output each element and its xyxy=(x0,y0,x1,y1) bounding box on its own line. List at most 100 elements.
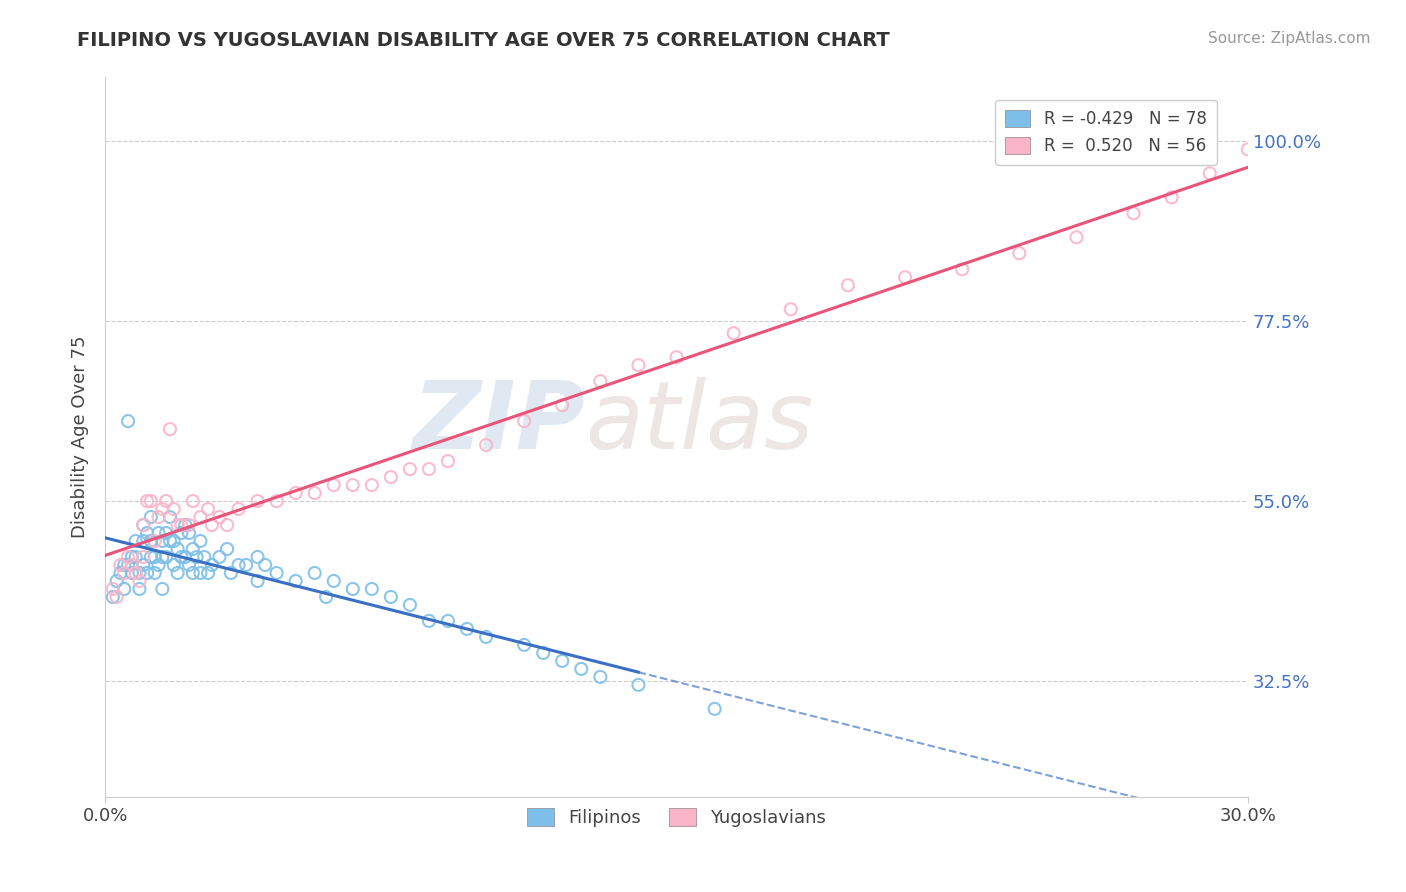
Point xyxy=(779,302,801,317)
Point xyxy=(110,566,132,580)
Point xyxy=(437,454,460,468)
Point xyxy=(513,414,536,428)
Point xyxy=(150,534,173,549)
Point xyxy=(117,558,139,572)
Point xyxy=(217,518,239,533)
Point xyxy=(177,526,200,541)
Point xyxy=(360,582,382,596)
Point xyxy=(132,558,155,572)
Point xyxy=(170,549,193,564)
Point xyxy=(418,614,440,628)
Text: Source: ZipAtlas.com: Source: ZipAtlas.com xyxy=(1208,31,1371,46)
Text: atlas: atlas xyxy=(585,377,813,468)
Point xyxy=(190,566,212,580)
Point xyxy=(155,526,177,541)
Point xyxy=(143,566,166,580)
Point xyxy=(254,558,277,572)
Point xyxy=(117,549,139,564)
Point xyxy=(304,566,326,580)
Point xyxy=(894,270,917,285)
Point xyxy=(551,398,574,412)
Point xyxy=(128,566,150,580)
Point xyxy=(208,510,231,524)
Point xyxy=(723,326,745,341)
Point xyxy=(132,518,155,533)
Point xyxy=(150,582,173,596)
Point xyxy=(163,558,186,572)
Point xyxy=(148,510,170,524)
Point xyxy=(703,702,725,716)
Point xyxy=(1008,246,1031,260)
Point xyxy=(399,462,422,476)
Point xyxy=(166,518,188,533)
Point xyxy=(101,582,124,596)
Point xyxy=(155,549,177,564)
Point xyxy=(139,549,162,564)
Point xyxy=(219,566,242,580)
Point xyxy=(475,438,498,452)
Point xyxy=(128,582,150,596)
Point xyxy=(110,558,132,572)
Point xyxy=(284,486,307,500)
Point xyxy=(197,502,219,516)
Point xyxy=(121,549,143,564)
Point xyxy=(150,549,173,564)
Point xyxy=(627,358,650,372)
Text: FILIPINO VS YUGOSLAVIAN DISABILITY AGE OVER 75 CORRELATION CHART: FILIPINO VS YUGOSLAVIAN DISABILITY AGE O… xyxy=(77,31,890,50)
Point xyxy=(266,566,288,580)
Point xyxy=(163,534,186,549)
Point xyxy=(1066,230,1088,244)
Point xyxy=(136,566,159,580)
Point xyxy=(193,549,215,564)
Point xyxy=(170,526,193,541)
Point xyxy=(159,534,181,549)
Y-axis label: Disability Age Over 75: Disability Age Over 75 xyxy=(72,336,89,539)
Point xyxy=(228,558,250,572)
Point xyxy=(266,494,288,508)
Point xyxy=(589,670,612,684)
Point xyxy=(665,350,688,364)
Point xyxy=(217,541,239,556)
Point xyxy=(190,510,212,524)
Point xyxy=(246,494,269,508)
Point xyxy=(950,262,973,277)
Point xyxy=(136,494,159,508)
Point xyxy=(360,478,382,492)
Point xyxy=(105,574,128,588)
Point xyxy=(174,549,197,564)
Point xyxy=(322,574,344,588)
Point xyxy=(228,502,250,516)
Point xyxy=(170,518,193,533)
Point xyxy=(125,549,148,564)
Point xyxy=(112,558,135,572)
Point xyxy=(190,534,212,549)
Point xyxy=(148,526,170,541)
Legend: Filipinos, Yugoslavians: Filipinos, Yugoslavians xyxy=(520,801,834,835)
Point xyxy=(380,470,402,484)
Point xyxy=(437,614,460,628)
Point xyxy=(117,414,139,428)
Point xyxy=(177,558,200,572)
Point xyxy=(186,549,208,564)
Text: ZIP: ZIP xyxy=(412,376,585,468)
Point xyxy=(112,566,135,580)
Point xyxy=(105,590,128,604)
Point xyxy=(551,654,574,668)
Point xyxy=(201,558,224,572)
Point xyxy=(174,518,197,533)
Point xyxy=(1237,142,1260,156)
Point xyxy=(418,462,440,476)
Point xyxy=(139,510,162,524)
Point xyxy=(208,549,231,564)
Point xyxy=(132,518,155,533)
Point xyxy=(148,558,170,572)
Point xyxy=(315,590,337,604)
Point xyxy=(166,541,188,556)
Point xyxy=(177,518,200,533)
Point xyxy=(342,582,364,596)
Point xyxy=(181,494,204,508)
Point xyxy=(125,566,148,580)
Point xyxy=(139,534,162,549)
Point xyxy=(155,494,177,508)
Point xyxy=(304,486,326,500)
